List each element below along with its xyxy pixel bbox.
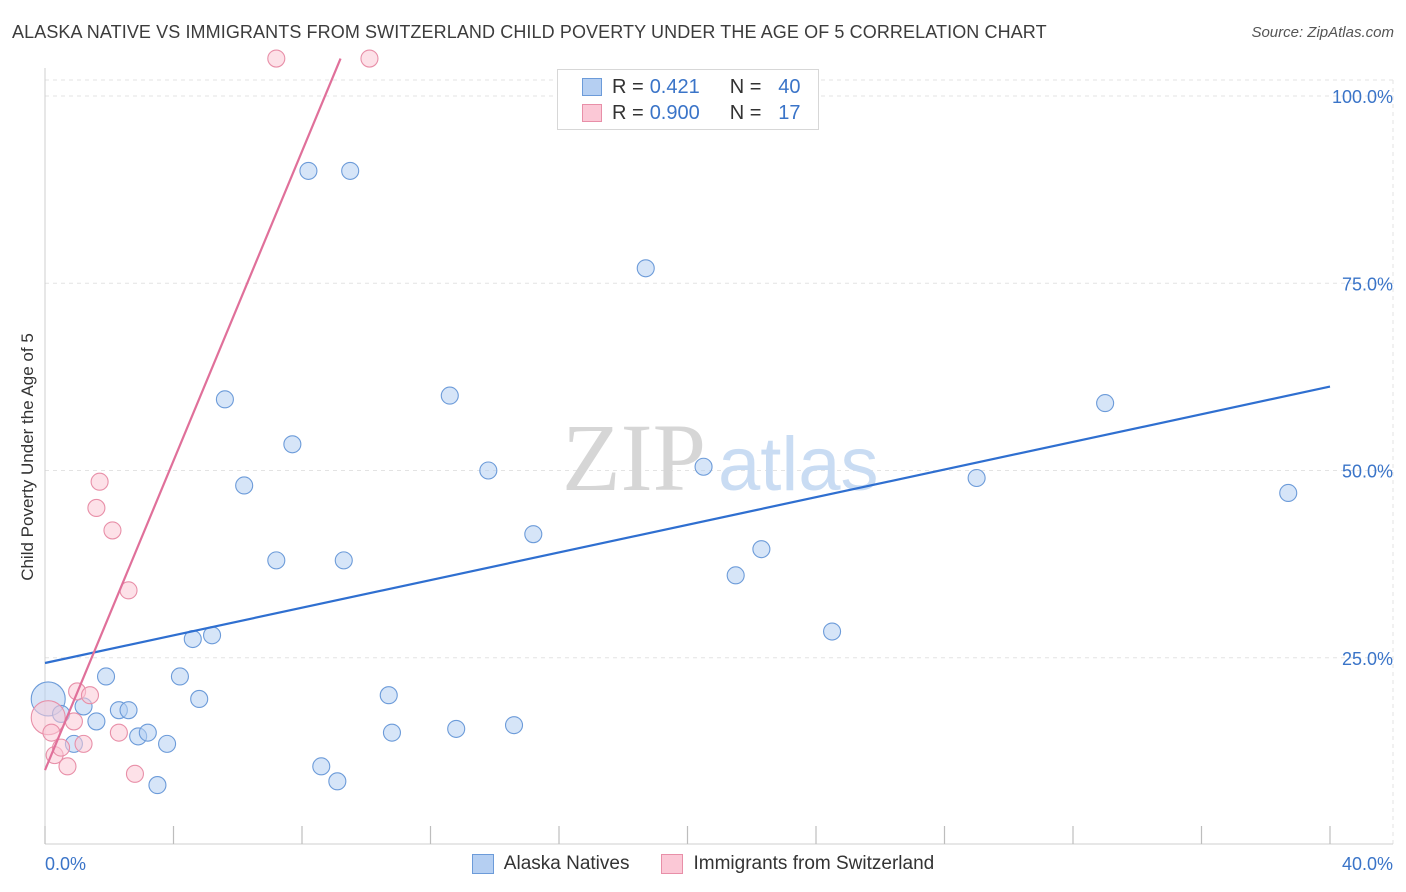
- switzerland-point: [267, 49, 286, 68]
- alaska-natives-point: [440, 386, 459, 405]
- stats-row-alaska: R = 0.421 N = 40: [582, 75, 809, 99]
- points-layer: [30, 49, 1298, 795]
- watermark-zip: ZIP: [562, 404, 706, 511]
- switzerland-point: [80, 686, 100, 705]
- alaska-natives-point: [299, 161, 318, 180]
- alaska-natives-point: [138, 723, 157, 742]
- alaska-natives-point: [158, 734, 177, 753]
- legend-label-immigrants-switzerland: Immigrants from Switzerland: [693, 853, 935, 874]
- stats-row-switzerland: R = 0.900 N = 17: [582, 101, 809, 125]
- n-value: 17: [778, 101, 801, 124]
- alaska-natives-point: [328, 772, 347, 791]
- alaska-natives-point: [524, 525, 543, 544]
- y-tick-label: 75.0%: [1342, 274, 1393, 294]
- alaska-natives-point: [87, 712, 106, 731]
- switzerland-point: [360, 49, 379, 68]
- r-value: 0.900: [649, 101, 700, 124]
- switzerland-point: [87, 498, 106, 518]
- stats-legend: R = 0.421 N = 40 R = 0.900 N = 17: [557, 69, 819, 130]
- switzerland-point: [103, 521, 122, 540]
- alaska-natives-point: [752, 540, 771, 559]
- alaska-natives-point: [823, 622, 842, 641]
- alaska-natives-point: [636, 259, 655, 278]
- trend-layer: [43, 58, 1331, 771]
- alaska-natives-point: [1096, 394, 1115, 413]
- switzerland-trendline: [43, 58, 342, 771]
- legend-label-alaska-natives: Alaska Natives: [503, 853, 630, 874]
- alaska-natives-point: [283, 435, 302, 454]
- alaska-natives-trendline: [44, 385, 1331, 665]
- alaska-natives-point: [504, 716, 524, 735]
- x-tick-label: 40.0%: [1342, 854, 1393, 874]
- switzerland-point: [90, 472, 109, 491]
- watermark: ZIP atlas: [562, 404, 879, 511]
- alaska-natives-point: [379, 686, 398, 705]
- y-axis-title: Child Poverty Under the Age of 5: [18, 333, 37, 581]
- y-tick-label: 25.0%: [1342, 649, 1393, 669]
- switzerland-swatch: [582, 104, 602, 122]
- chart-title: ALASKA NATIVE VS IMMIGRANTS FROM SWITZER…: [12, 22, 1047, 42]
- alaska-natives-swatch: [582, 78, 602, 96]
- alaska-natives-point: [96, 667, 116, 686]
- watermark-atlas: atlas: [718, 422, 879, 507]
- alaska-natives-point: [726, 566, 745, 585]
- switzerland-point: [109, 723, 128, 742]
- alaska-natives-point: [1279, 483, 1298, 503]
- alaska-natives-point: [148, 776, 167, 795]
- alaska-natives-point: [267, 551, 286, 570]
- r-label: R =: [612, 101, 644, 124]
- y-tick-label: 100.0%: [1332, 87, 1393, 107]
- alaska-natives-point: [334, 551, 353, 570]
- alaska-natives-point: [382, 723, 402, 742]
- legend-item-immigrants-switzerland[interactable]: Immigrants from Switzerland: [661, 853, 934, 875]
- alaska-natives-point: [341, 161, 360, 180]
- switzerland-legend-swatch: [661, 854, 684, 874]
- n-label: N =: [729, 75, 762, 98]
- alaska-natives-point: [235, 476, 254, 495]
- alaska-natives-point: [190, 689, 209, 708]
- alaska-natives-point: [967, 468, 986, 488]
- bottom-legend: Alaska Natives Immigrants from Switzerla…: [0, 851, 1406, 877]
- chart-source: Source: ZipAtlas.com: [1251, 24, 1394, 41]
- tick-labels: 25.0% 50.0% 75.0% 100.0% 0.0% 40.0%: [45, 87, 1393, 874]
- alaska-natives-point: [215, 390, 234, 409]
- switzerland-point: [74, 734, 93, 753]
- legend-item-alaska-natives[interactable]: Alaska Natives: [471, 853, 630, 875]
- alaska-natives-point: [170, 667, 189, 686]
- x-tick-label: 0.0%: [45, 854, 86, 874]
- alaska-natives-legend-swatch: [471, 854, 494, 874]
- alaska-natives-point: [694, 457, 713, 476]
- y-tick-label: 50.0%: [1342, 462, 1393, 482]
- alaska-natives-point: [312, 757, 331, 776]
- switzerland-point: [58, 757, 77, 776]
- n-value: 40: [778, 75, 801, 98]
- alaska-natives-point: [479, 461, 498, 480]
- r-label: R =: [612, 75, 644, 98]
- alaska-natives-point: [447, 719, 466, 738]
- n-label: N =: [729, 101, 762, 124]
- switzerland-point: [125, 764, 144, 783]
- r-value: 0.421: [649, 75, 700, 98]
- alaska-natives-point: [119, 701, 138, 720]
